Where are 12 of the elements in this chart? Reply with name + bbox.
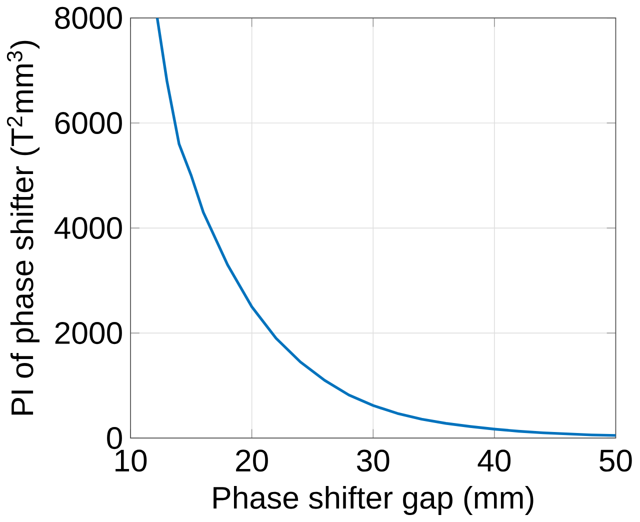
x-tick-label: 30 <box>356 450 390 472</box>
x-tick-label: 10 <box>116 450 147 472</box>
y-tick-label: 2000 <box>55 322 122 344</box>
x-tick-label: 50 <box>600 450 632 472</box>
y-tick-label: 8000 <box>55 6 122 30</box>
x-tick-label: 20 <box>236 450 268 472</box>
y-tick-label: 0 <box>107 427 122 450</box>
x-tick-label: 40 <box>478 450 511 472</box>
x-axis-title: Phase shifter gap (mm) <box>214 486 534 516</box>
y-tick-label: 6000 <box>55 112 122 134</box>
y-axis-title: PI of phase shifter (T$^{2}$mm$^{3}$) <box>6 40 40 415</box>
y-tick-label: 4000 <box>54 216 122 240</box>
